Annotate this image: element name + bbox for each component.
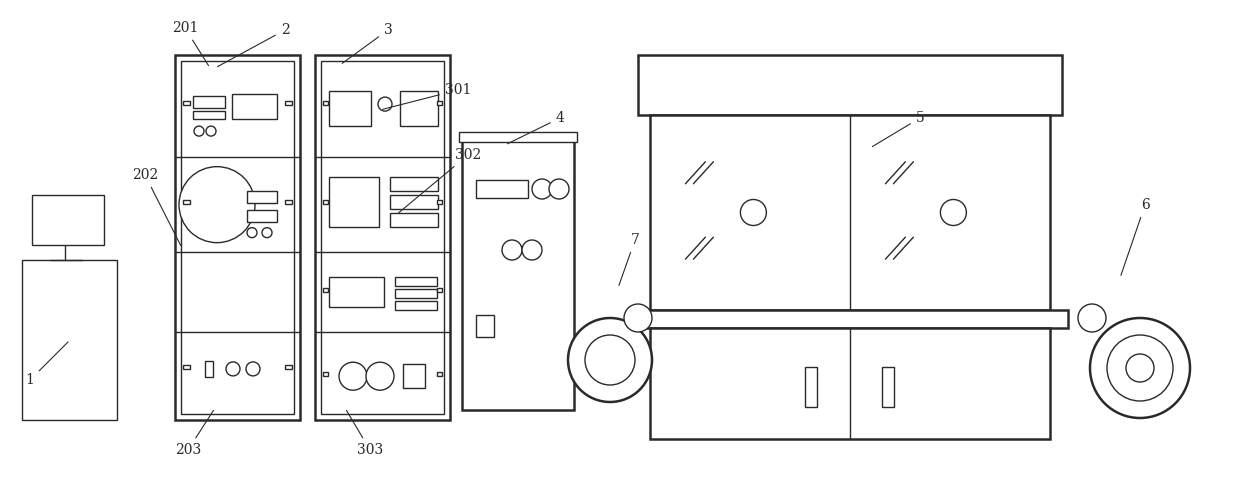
Text: 1: 1 xyxy=(26,342,68,387)
Bar xyxy=(323,372,328,376)
Bar xyxy=(395,277,437,286)
Bar xyxy=(323,199,328,204)
Bar xyxy=(395,289,437,298)
Text: 5: 5 xyxy=(872,111,924,147)
Text: 303: 303 xyxy=(347,410,383,457)
Circle shape xyxy=(225,362,240,376)
Bar xyxy=(32,195,104,245)
Bar xyxy=(315,55,450,420)
Bar xyxy=(390,177,439,191)
Circle shape xyxy=(567,318,652,402)
Circle shape xyxy=(1106,335,1173,401)
Text: 201: 201 xyxy=(172,21,208,66)
Bar xyxy=(330,91,370,126)
Circle shape xyxy=(195,126,204,136)
Bar xyxy=(183,101,190,105)
Circle shape xyxy=(247,227,256,238)
Circle shape xyxy=(1126,354,1154,382)
Bar xyxy=(330,277,384,307)
Circle shape xyxy=(206,126,216,136)
Text: 203: 203 xyxy=(175,410,213,457)
Bar xyxy=(437,372,442,376)
Bar xyxy=(632,310,1068,328)
Bar xyxy=(193,111,225,119)
Text: 302: 302 xyxy=(398,148,481,213)
Bar xyxy=(437,101,442,105)
Bar xyxy=(390,195,439,209)
Bar xyxy=(476,315,494,337)
Circle shape xyxy=(741,199,767,226)
Bar xyxy=(400,91,439,126)
Bar xyxy=(462,140,574,410)
Circle shape xyxy=(366,362,394,390)
Bar xyxy=(395,301,437,310)
Text: 7: 7 xyxy=(620,233,639,286)
Bar xyxy=(882,367,895,407)
Circle shape xyxy=(378,97,392,111)
Circle shape xyxy=(624,304,652,332)
Text: 3: 3 xyxy=(342,23,393,63)
Circle shape xyxy=(339,362,367,390)
Circle shape xyxy=(522,240,541,260)
Text: 4: 4 xyxy=(508,111,565,144)
Text: 202: 202 xyxy=(131,168,181,245)
Text: 301: 301 xyxy=(383,83,471,109)
Bar xyxy=(232,94,278,119)
Bar xyxy=(22,260,116,420)
Text: 2: 2 xyxy=(217,23,290,67)
Circle shape xyxy=(502,240,522,260)
Bar xyxy=(638,55,1062,115)
Bar xyxy=(193,96,225,108)
Bar xyxy=(437,199,442,204)
Bar xyxy=(476,180,528,198)
Circle shape xyxy=(549,179,569,199)
Bar xyxy=(247,191,278,203)
Bar xyxy=(183,199,190,204)
Bar xyxy=(285,101,292,105)
Bar xyxy=(183,365,190,369)
Bar xyxy=(285,365,292,369)
Bar xyxy=(321,61,444,414)
Bar xyxy=(330,177,379,227)
Circle shape xyxy=(585,335,636,385)
Bar xyxy=(285,199,292,204)
Bar xyxy=(323,288,328,292)
Bar xyxy=(204,361,213,377)
Circle shape xyxy=(1090,318,1189,418)
Bar xyxy=(458,132,577,142)
Bar xyxy=(650,328,1049,439)
Bar xyxy=(403,364,425,388)
Circle shape xyxy=(247,362,260,376)
Circle shape xyxy=(178,166,255,242)
Bar xyxy=(437,288,442,292)
Bar xyxy=(181,61,294,414)
Circle shape xyxy=(532,179,553,199)
Circle shape xyxy=(940,199,966,226)
Circle shape xyxy=(261,227,273,238)
Circle shape xyxy=(1078,304,1106,332)
Bar xyxy=(323,101,328,105)
Bar xyxy=(247,210,278,222)
Text: 6: 6 xyxy=(1121,198,1150,275)
Bar xyxy=(175,55,300,420)
Bar xyxy=(805,367,817,407)
Bar xyxy=(390,212,439,227)
Bar xyxy=(650,115,1049,310)
